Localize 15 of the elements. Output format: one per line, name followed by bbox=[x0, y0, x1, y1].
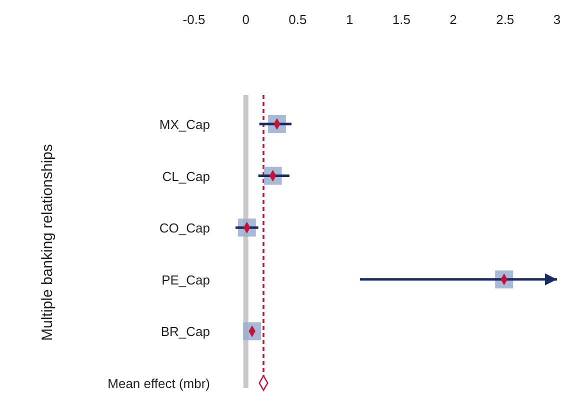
y-tick-label: Mean effect (mbr) bbox=[108, 376, 210, 391]
x-tick-label: 0 bbox=[242, 12, 250, 27]
y-tick-label: PE_Cap bbox=[162, 272, 210, 288]
x-tick-label: 1.5 bbox=[392, 12, 410, 27]
y-tick-label: CO_Cap bbox=[159, 220, 210, 236]
x-tick-label: 2 bbox=[450, 12, 457, 27]
x-tick-label: -0.5 bbox=[182, 12, 206, 27]
x-tick-label: 3 bbox=[553, 12, 561, 27]
y-axis-title: Multiple banking relationships bbox=[39, 144, 56, 341]
y-tick-label: BR_Cap bbox=[160, 324, 210, 340]
x-tick-label: 2.5 bbox=[496, 12, 514, 27]
x-tick-label: 0.5 bbox=[288, 12, 307, 27]
y-tick-label: CL_Cap bbox=[162, 168, 210, 184]
x-tick-label: 1 bbox=[346, 12, 354, 27]
y-tick-label: MX_Cap bbox=[159, 117, 210, 132]
